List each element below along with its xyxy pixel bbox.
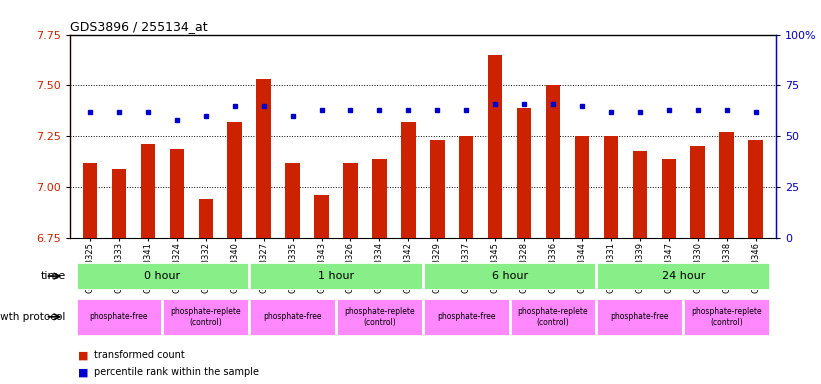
- Bar: [683, 298, 770, 336]
- Bar: [596, 298, 683, 336]
- Text: 1 hour: 1 hour: [318, 271, 354, 281]
- Text: percentile rank within the sample: percentile rank within the sample: [94, 367, 259, 377]
- Bar: [488, 55, 502, 238]
- Bar: [343, 163, 358, 238]
- Bar: [510, 298, 596, 336]
- Bar: [719, 132, 734, 238]
- Bar: [286, 163, 300, 238]
- Bar: [633, 151, 647, 238]
- Text: transformed count: transformed count: [94, 350, 186, 360]
- Text: GDS3896 / 255134_at: GDS3896 / 255134_at: [70, 20, 208, 33]
- Bar: [372, 159, 387, 238]
- Bar: [250, 262, 423, 290]
- Text: 24 hour: 24 hour: [662, 271, 705, 281]
- Bar: [83, 163, 97, 238]
- Text: phosphate-free: phosphate-free: [437, 312, 495, 321]
- Bar: [199, 199, 213, 238]
- Text: 6 hour: 6 hour: [492, 271, 528, 281]
- Text: ■: ■: [78, 367, 89, 377]
- Bar: [76, 298, 163, 336]
- Bar: [314, 195, 328, 238]
- Text: phosphate-free: phosphate-free: [264, 312, 322, 321]
- Bar: [401, 122, 415, 238]
- Bar: [546, 86, 560, 238]
- Text: ■: ■: [78, 350, 89, 360]
- Bar: [423, 298, 510, 336]
- Bar: [749, 141, 763, 238]
- Text: phosphate-replete
(control): phosphate-replete (control): [518, 307, 589, 326]
- Bar: [575, 136, 589, 238]
- Text: phosphate-replete
(control): phosphate-replete (control): [344, 307, 415, 326]
- Bar: [517, 108, 531, 238]
- Bar: [227, 122, 242, 238]
- Text: growth protocol: growth protocol: [0, 312, 66, 322]
- Bar: [603, 136, 618, 238]
- Bar: [250, 298, 336, 336]
- Bar: [596, 262, 770, 290]
- Bar: [140, 144, 155, 238]
- Bar: [112, 169, 126, 238]
- Bar: [459, 136, 474, 238]
- Text: phosphate-replete
(control): phosphate-replete (control): [171, 307, 241, 326]
- Bar: [163, 298, 250, 336]
- Text: time: time: [40, 271, 66, 281]
- Bar: [662, 159, 676, 238]
- Bar: [430, 141, 444, 238]
- Bar: [76, 262, 250, 290]
- Bar: [336, 298, 423, 336]
- Bar: [423, 262, 596, 290]
- Text: phosphate-replete
(control): phosphate-replete (control): [691, 307, 762, 326]
- Text: 0 hour: 0 hour: [144, 271, 181, 281]
- Text: phosphate-free: phosphate-free: [89, 312, 149, 321]
- Bar: [690, 146, 705, 238]
- Bar: [256, 79, 271, 238]
- Bar: [170, 149, 184, 238]
- Text: phosphate-free: phosphate-free: [611, 312, 669, 321]
